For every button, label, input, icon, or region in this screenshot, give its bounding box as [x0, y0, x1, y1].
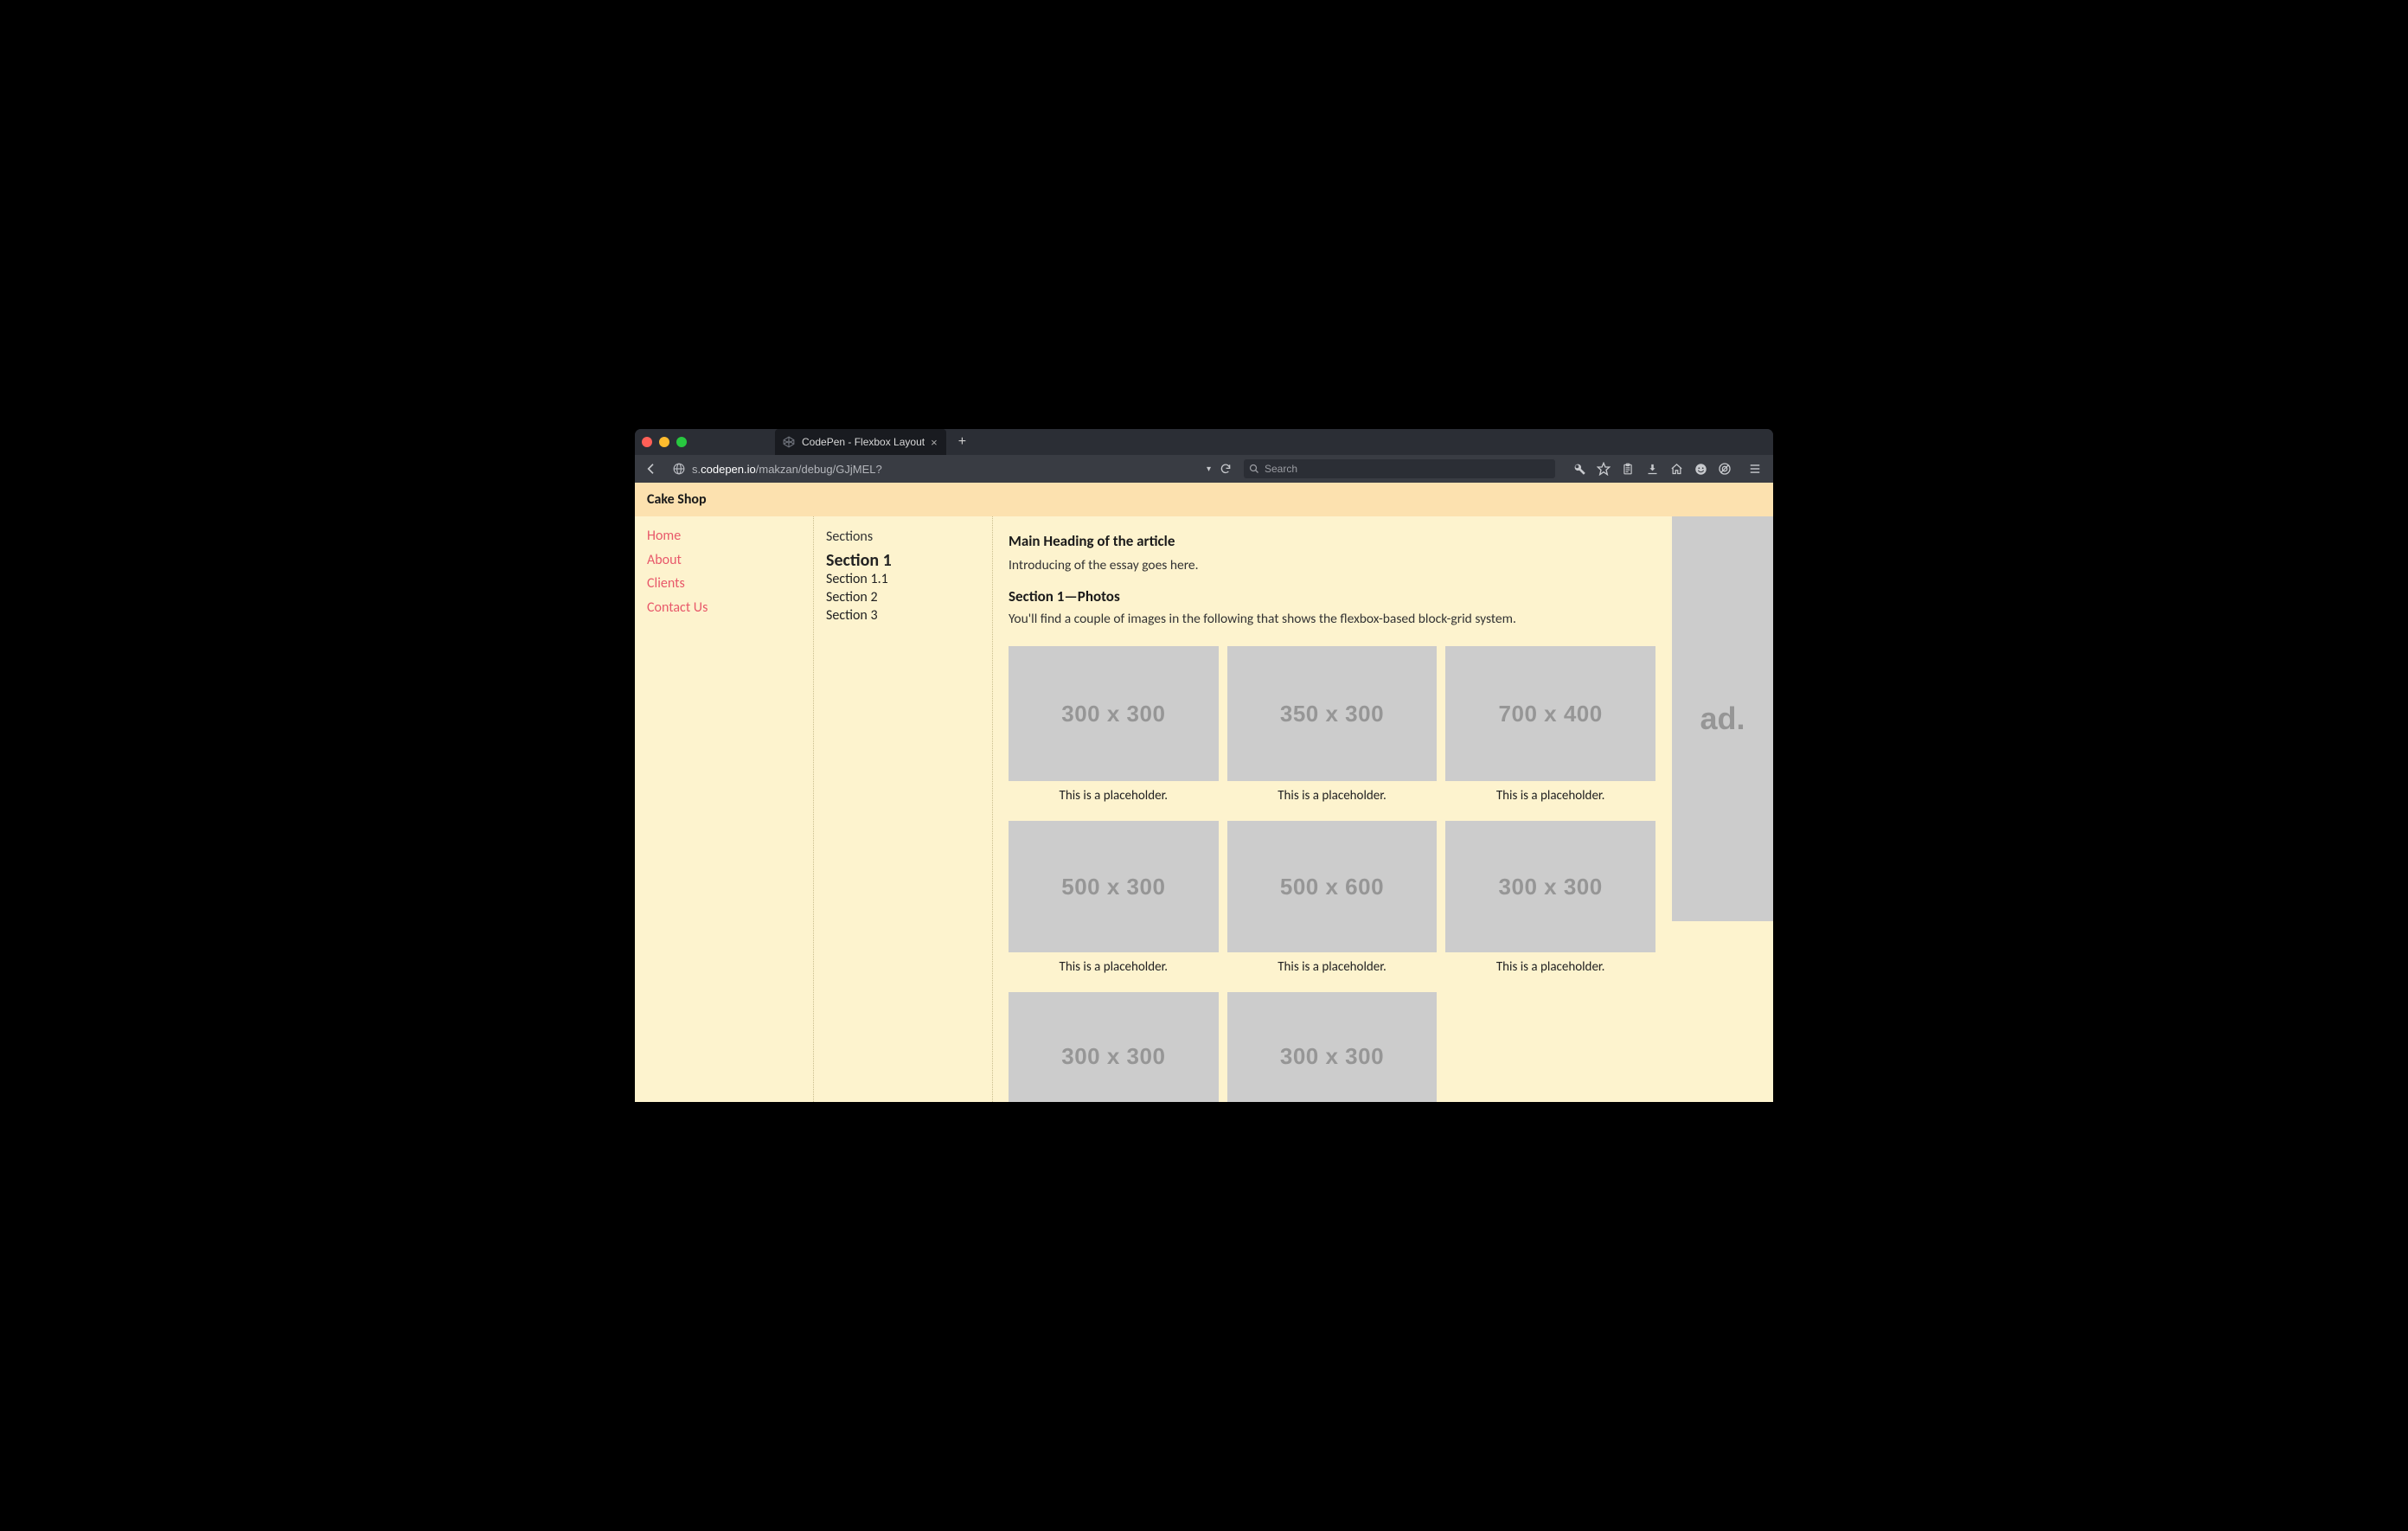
placeholder-caption: This is a placeholder. [1278, 952, 1387, 983]
bookmark-star-icon[interactable] [1591, 458, 1616, 480]
grid-cell: 300 x 300 [1227, 992, 1438, 1102]
smiley-icon[interactable] [1688, 458, 1713, 480]
clipboard-icon[interactable] [1616, 458, 1640, 480]
minimize-window-button[interactable] [659, 437, 669, 447]
section-link-2[interactable]: Section 2 [826, 589, 980, 607]
grid-cell: 300 x 300 This is a placeholder. [1445, 821, 1656, 983]
sections-heading: Sections [826, 528, 980, 545]
section-link-1[interactable]: Section 1 [826, 550, 980, 571]
search-placeholder: Search [1265, 463, 1297, 475]
tab-bar: CodePen - Flexbox Layout × + [635, 429, 1773, 455]
placeholder-caption: This is a placeholder. [1496, 952, 1605, 983]
placeholder-caption: This is a placeholder. [1060, 952, 1169, 983]
devtools-icon[interactable] [1567, 458, 1591, 480]
placeholder-image: 300 x 300 [1445, 821, 1656, 952]
nav-link-contact[interactable]: Contact Us [647, 597, 801, 619]
placeholder-image: 500 x 600 [1227, 821, 1438, 952]
section-1-title: Section 1—Photos [1009, 587, 1656, 605]
section-link-3[interactable]: Section 3 [826, 607, 980, 625]
placeholder-caption: This is a placeholder. [1278, 781, 1387, 812]
nav-link-about[interactable]: About [647, 549, 801, 572]
placeholder-image: 300 x 300 [1009, 646, 1219, 781]
placeholder-caption: This is a placeholder. [1060, 781, 1169, 812]
downloads-icon[interactable] [1640, 458, 1664, 480]
section-link-1-1[interactable]: Section 1.1 [826, 571, 980, 589]
new-tab-button[interactable]: + [946, 434, 978, 450]
nav-link-clients[interactable]: Clients [647, 573, 801, 595]
site-title: Cake Shop [647, 491, 707, 508]
menu-button[interactable] [1742, 463, 1768, 475]
article: Main Heading of the article Introducing … [993, 516, 1671, 1102]
grid-cell: 300 x 300 This is a placeholder. [1009, 646, 1219, 812]
sections-nav: Sections Section 1 Section 1.1 Section 2… [813, 516, 993, 1102]
article-intro: Introducing of the essay goes here. [1009, 557, 1656, 573]
grid-cell: 350 x 300 This is a placeholder. [1227, 646, 1438, 812]
ad-column: ad. [1671, 516, 1773, 1102]
url-text: s.codepen.io/makzan/debug/GJjMEL? [692, 463, 882, 476]
grid-cell: 500 x 600 This is a placeholder. [1227, 821, 1438, 983]
toolbar: s.codepen.io/makzan/debug/GJjMEL? ▾ Sear… [635, 455, 1773, 483]
search-box[interactable]: Search [1244, 459, 1555, 478]
toolbar-tools [1567, 458, 1737, 480]
page-content: Cake Shop Home About Clients Contact Us … [635, 483, 1773, 1102]
article-title: Main Heading of the article [1009, 532, 1656, 550]
codepen-icon [782, 435, 796, 449]
window-controls [642, 437, 697, 447]
placeholder-caption: This is a placeholder. [1496, 781, 1605, 812]
site-header: Cake Shop [635, 483, 1773, 516]
placeholder-image: 700 x 400 [1445, 646, 1656, 781]
maximize-window-button[interactable] [676, 437, 687, 447]
section-1-description: You'll find a couple of images in the fo… [1009, 611, 1656, 627]
placeholder-image: 300 x 300 [1009, 992, 1219, 1102]
grid-cell: 300 x 300 [1009, 992, 1219, 1102]
placeholder-image: 500 x 300 [1009, 821, 1219, 952]
ad-placeholder: ad. [1672, 516, 1773, 921]
image-grid: 300 x 300 This is a placeholder. 350 x 3… [1009, 646, 1656, 1102]
nav-link-home[interactable]: Home [647, 525, 801, 548]
placeholder-image: 350 x 300 [1227, 646, 1438, 781]
tab-title: CodePen - Flexbox Layout [802, 436, 925, 448]
close-window-button[interactable] [642, 437, 652, 447]
reload-button[interactable] [1216, 458, 1239, 480]
primary-nav: Home About Clients Contact Us [635, 516, 813, 1102]
globe-icon [673, 463, 685, 475]
grid-cell: 700 x 400 This is a placeholder. [1445, 646, 1656, 812]
address-bar[interactable]: s.codepen.io/makzan/debug/GJjMEL? [668, 463, 1200, 476]
back-button[interactable] [640, 458, 663, 480]
placeholder-image: 300 x 300 [1227, 992, 1438, 1102]
close-tab-button[interactable]: × [931, 437, 938, 448]
adblock-icon[interactable] [1713, 458, 1737, 480]
url-dropdown-button[interactable]: ▾ [1205, 464, 1216, 474]
browser-tab[interactable]: CodePen - Flexbox Layout × [775, 429, 946, 455]
grid-cell: 500 x 300 This is a placeholder. [1009, 821, 1219, 983]
home-icon[interactable] [1664, 458, 1688, 480]
search-icon [1249, 464, 1259, 474]
browser-window: CodePen - Flexbox Layout × + s.codepen.i… [635, 429, 1773, 1102]
